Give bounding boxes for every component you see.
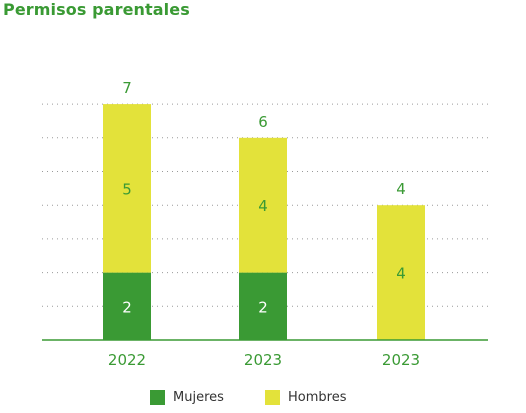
legend: Mujeres Hombres (0, 390, 526, 410)
bar-mujeres-0 (103, 272, 151, 340)
x-tick-label: 2023 (382, 351, 420, 369)
data-label: 2 (122, 298, 132, 316)
data-label: 5 (122, 180, 132, 198)
x-tick-label: 2023 (244, 351, 282, 369)
x-tick-label: 2022 (108, 351, 146, 369)
bar-hombres-0 (103, 104, 151, 273)
legend-label-mujeres: Mujeres (173, 390, 224, 405)
bar-mujeres-1 (239, 272, 287, 340)
data-label: 2 (258, 298, 268, 316)
total-label: 7 (122, 79, 132, 97)
legend-swatch-mujeres (150, 390, 165, 405)
legend-label-hombres: Hombres (288, 390, 347, 405)
total-label: 6 (258, 113, 268, 131)
chart-title: Permisos parentales (3, 0, 190, 19)
legend-swatch-hombres (265, 390, 280, 405)
legend-item-mujeres: Mujeres (150, 390, 224, 405)
bar-hombres-2 (377, 205, 425, 340)
data-label: 4 (396, 265, 406, 283)
total-label: 4 (396, 180, 406, 198)
legend-item-hombres: Hombres (265, 390, 346, 405)
bar-hombres-1 (239, 137, 287, 273)
data-label: 4 (258, 197, 268, 215)
